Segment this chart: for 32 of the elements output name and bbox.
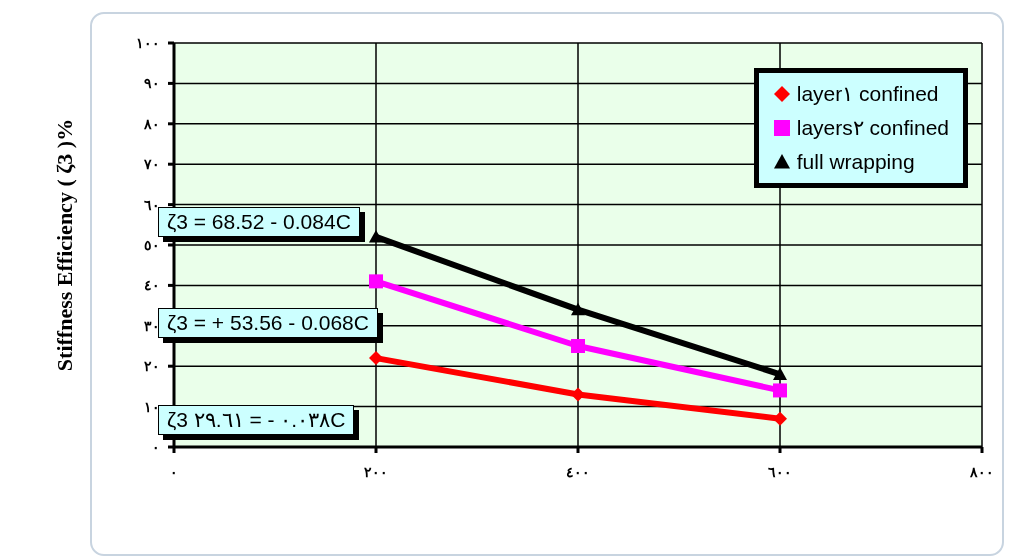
y-tick-label: ٧٠ xyxy=(143,156,160,173)
y-tick-label: ١٠٠ xyxy=(136,34,160,51)
point xyxy=(369,229,383,243)
point xyxy=(773,367,787,380)
x-tick-label: ٠ xyxy=(170,463,178,480)
y-tick-label: ٣٠ xyxy=(144,317,160,334)
legend-label: layer١ confined xyxy=(796,81,939,107)
point xyxy=(369,274,383,289)
x-tick-label: ٦٠٠ xyxy=(768,463,792,480)
y-tick-label: ٥٠ xyxy=(144,236,160,253)
annotation: ζ3 = + 53.56 - 0.068C xyxy=(167,311,369,334)
point xyxy=(773,383,787,398)
annotation: ζ3 ٢٩.٦١ = - ٠.٠٣٨C xyxy=(167,408,346,431)
point xyxy=(369,351,383,366)
legend-label: layers٢ confined xyxy=(796,115,949,141)
x-tick-label: ٢٠٠ xyxy=(364,463,388,480)
y-tick-label: ٢٠ xyxy=(144,358,160,375)
y-axis-title: Stiffness Efficiency ( ζ3 )% xyxy=(51,118,77,372)
annotation: ζ3 = 68.52 - 0.084C xyxy=(167,210,351,233)
y-tick-label: ٨٠ xyxy=(143,115,160,132)
y-tick-label: ٠ xyxy=(152,438,160,455)
y-tick-label: ٩٠ xyxy=(144,75,160,92)
point xyxy=(571,302,585,316)
y-tick-label: ٦٠ xyxy=(144,196,160,213)
x-tick-label: ٨٠٠ xyxy=(969,463,994,480)
legend-label: full wrapping xyxy=(796,149,915,175)
point xyxy=(571,339,585,353)
y-tick-label: ٤٠ xyxy=(144,277,160,294)
y-tick-label: ١٠ xyxy=(144,398,160,415)
x-tick-label: ٤٠٠ xyxy=(566,463,590,480)
point xyxy=(773,411,787,426)
point xyxy=(571,387,585,402)
